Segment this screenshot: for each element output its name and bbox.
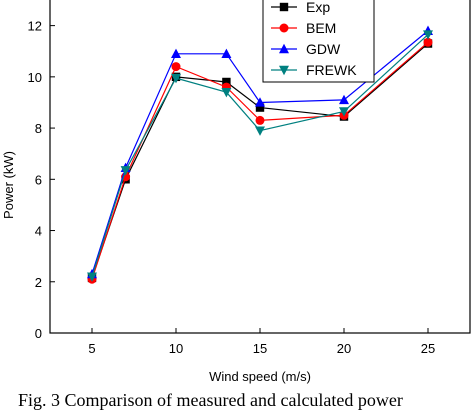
legend-item-gdw: GDW [271, 41, 341, 57]
data-point-frewk [339, 107, 349, 117]
legend-marker [279, 65, 289, 76]
x-tick-label: 15 [253, 341, 267, 356]
y-tick-label: 0 [35, 326, 42, 341]
axes-layer: 0 2 4 6 8 10 12 5 10 15 20 25 [28, 0, 471, 356]
data-point-frewk [171, 73, 181, 84]
series-line-frewk [91, 34, 429, 277]
legend-item-exp: Exp [271, 0, 330, 15]
x-axis-label: Wind speed (m/s) [209, 369, 311, 384]
y-tick-label: 8 [35, 121, 42, 136]
x-tick-label: 20 [337, 341, 351, 356]
data-point-exp [222, 77, 231, 87]
y-tick-label: 4 [35, 224, 42, 239]
y-tick-label: 2 [35, 275, 42, 290]
legend-label-exp: Exp [306, 0, 330, 15]
legend-marker [279, 2, 289, 12]
legend-item-frewk: FREWK [271, 62, 357, 78]
series-layer [87, 25, 433, 284]
data-point-frewk [423, 30, 433, 40]
data-point-frewk [87, 272, 97, 282]
legend-label-gdw: GDW [306, 41, 341, 57]
data-point-bem [255, 115, 265, 125]
y-axis-label: Power (kW) [1, 151, 16, 219]
legend-marker [279, 43, 289, 54]
data-point-gdw [171, 48, 181, 58]
series-line-bem [91, 41, 429, 280]
series-frewk [87, 30, 433, 282]
series-exp [87, 39, 433, 283]
data-point-bem [423, 37, 433, 47]
plot-frame [49, 0, 471, 334]
legend-item-bem: BEM [271, 20, 336, 36]
data-point-frewk [221, 88, 232, 98]
data-point-gdw [255, 97, 265, 107]
figure-caption: Fig. 3 Comparison of measured and calcul… [18, 390, 403, 410]
data-point-gdw [339, 94, 349, 105]
y-tick-label: 12 [28, 19, 42, 34]
legend-marker [279, 23, 289, 33]
series-line-exp [91, 43, 429, 279]
data-point-gdw [221, 48, 232, 58]
series-line-gdw [91, 30, 429, 275]
legend: Exp BEM GDW FREWK [262, 0, 375, 83]
legend-label-bem: BEM [306, 20, 336, 36]
y-tick-label: 10 [28, 70, 42, 85]
series-bem [87, 37, 433, 284]
data-point-bem [171, 62, 181, 72]
x-tick-label: 25 [421, 341, 435, 356]
data-point-exp [255, 103, 265, 112]
data-point-frewk [255, 126, 265, 136]
x-tick-label: 10 [169, 341, 183, 356]
legend-label-frewk: FREWK [306, 62, 357, 78]
y-tick-label: 6 [35, 172, 42, 187]
x-tick-label: 5 [88, 341, 95, 356]
data-point-frewk [120, 166, 131, 176]
